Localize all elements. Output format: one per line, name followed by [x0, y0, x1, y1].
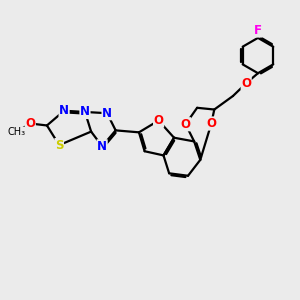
Text: N: N — [80, 106, 90, 118]
Text: S: S — [55, 139, 64, 152]
Text: N: N — [59, 104, 69, 117]
Text: F: F — [254, 24, 262, 37]
Text: CH₃: CH₃ — [7, 127, 25, 137]
Text: N: N — [97, 140, 107, 153]
Text: methoxy: methoxy — [11, 132, 17, 133]
Text: O: O — [25, 117, 35, 130]
Text: N: N — [102, 107, 112, 120]
Text: O: O — [206, 117, 216, 130]
Text: O: O — [154, 114, 164, 127]
Text: O: O — [241, 77, 251, 90]
Text: O: O — [181, 118, 190, 131]
